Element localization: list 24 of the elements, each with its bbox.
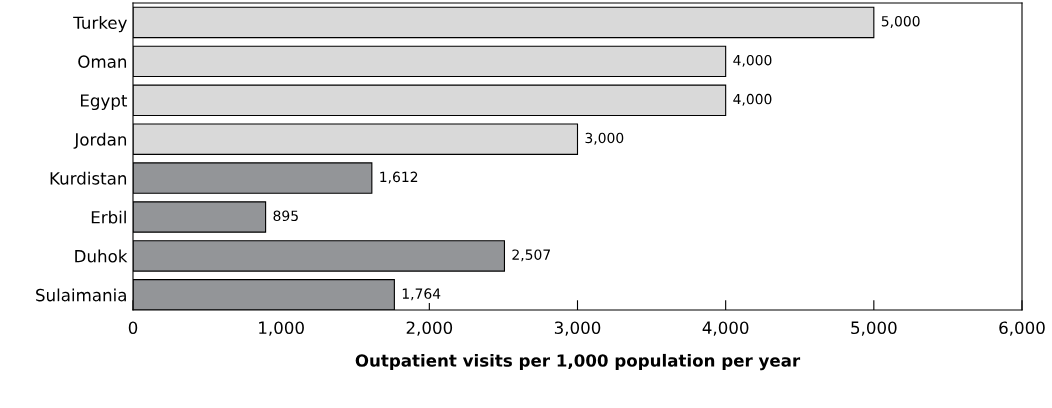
x-tick-label: 0 [128,321,138,335]
data-label: 1,764 [402,288,441,301]
data-label: 5,000 [881,15,920,28]
x-tick-label: 6,000 [999,321,1045,336]
x-tick-label: 4,000 [702,321,749,336]
x-tick-label: 3,000 [554,321,601,336]
y-tick-label: Turkey [73,16,127,33]
y-tick-label: Kurdistan [50,171,127,185]
data-label: 3,000 [585,132,624,145]
data-label: 4,000 [733,54,772,67]
x-tick-label: 1,000 [259,321,304,336]
y-tick-label: Jordan [73,132,127,149]
y-tick-label: Oman [78,55,127,68]
x-tick-label: 5,000 [851,321,897,336]
y-tick-label: Sulaimania [36,288,126,302]
y-tick-label: Egypt [80,94,128,111]
y-tick-label: Erbil [91,210,126,224]
data-label: 895 [273,210,298,222]
y-tick-label: Duhok [75,249,128,263]
data-label: 2,507 [512,249,550,262]
x-tick-label: 2,000 [406,321,453,336]
data-label: 4,000 [733,93,772,106]
x-axis-title: Outpatient visits per 1,000 population per year [355,353,801,371]
data-label: 1,612 [380,171,418,184]
